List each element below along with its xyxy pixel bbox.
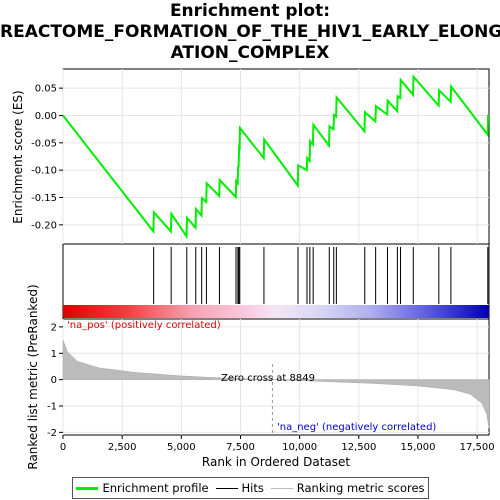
x-tick-label: 5,000 <box>167 442 196 453</box>
x-axis-label: Rank in Ordered Dataset <box>202 455 350 469</box>
chart-title-line-2: REACTOME_FORMATION_OF_THE_HIV1_EARLY_ELO… <box>0 22 500 42</box>
metric-y-tick-label: 1 <box>51 349 57 360</box>
legend-entry-enrichment: Enrichment profile <box>76 481 209 495</box>
chart-title-line-3: ATION_COMPLEX <box>170 43 330 63</box>
es-y-tick-label: -0.20 <box>31 220 57 231</box>
legend-swatch-hits <box>215 487 238 489</box>
es-y-tick-label: 0.00 <box>35 111 57 122</box>
x-tick-label: 7,500 <box>226 442 255 453</box>
zero-cross-label: Zero cross at 8849 <box>221 373 315 384</box>
es-y-tick-label: -0.15 <box>31 193 57 204</box>
metric-y-tick-label: -2 <box>47 428 57 439</box>
negative-correlation-label: 'na_neg' (negatively correlated) <box>277 422 436 433</box>
positive-correlation-label: 'na_pos' (positively correlated) <box>67 320 221 331</box>
x-tick-label: 2,500 <box>108 442 137 453</box>
chart-title-line-1: Enrichment plot: <box>169 1 331 21</box>
legend: Enrichment profile Hits Ranking metric s… <box>72 477 429 499</box>
legend-entry-metric: Ranking metric scores <box>270 481 425 495</box>
legend-label-hits: Hits <box>241 481 264 495</box>
legend-entry-hits: Hits <box>215 481 264 495</box>
metric-y-tick-label: 2 <box>51 322 57 333</box>
es-gridlines <box>62 69 489 244</box>
metric-y-axis-label: Ranked list metric (PreRanked) <box>26 284 40 469</box>
ranked-list-color-bar <box>63 305 489 318</box>
ranking-metric-area <box>62 340 490 429</box>
x-tick-label: 10,000 <box>282 442 317 453</box>
legend-label-enrichment: Enrichment profile <box>102 481 209 495</box>
legend-swatch-metric <box>270 487 293 489</box>
es-y-tick-label: -0.10 <box>31 166 57 177</box>
legend-label-metric: Ranking metric scores <box>296 481 425 495</box>
es-y-axis-label: Enrichment score (ES) <box>11 90 25 223</box>
enrichment-profile-line <box>62 74 490 240</box>
x-ticks: 0 2,500 5,000 7,500 10,000 12,500 15,000 17,500 <box>60 435 495 453</box>
metric-y-tick-label: 0 <box>51 375 57 386</box>
es-y-tick-label: 0.05 <box>35 84 57 95</box>
metric-y-ticks: -2 -1 0 1 2 <box>47 322 63 439</box>
metric-y-tick-label: -1 <box>47 402 57 413</box>
legend-swatch-enrichment <box>76 486 99 490</box>
x-tick-label: 15,000 <box>401 442 436 453</box>
x-tick-label: 0 <box>60 442 66 453</box>
x-tick-label: 17,500 <box>460 442 495 453</box>
hits-marks <box>153 247 489 304</box>
es-y-ticks: -0.20 -0.15 -0.10 -0.05 0.00 0.05 <box>31 84 63 231</box>
es-y-tick-label: -0.05 <box>31 138 57 149</box>
x-tick-label: 12,500 <box>341 442 376 453</box>
